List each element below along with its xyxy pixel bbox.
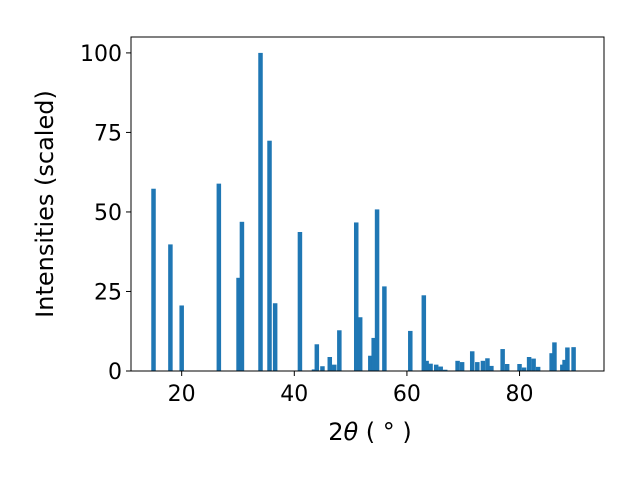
bar (459, 362, 465, 371)
bar (565, 347, 570, 371)
bar (531, 358, 536, 371)
y-ticks-group: 0 25 50 75 100 (80, 42, 131, 385)
bar (297, 231, 303, 371)
bar (168, 244, 173, 371)
bar (475, 362, 480, 371)
plot-frame (130, 36, 605, 372)
bar (455, 360, 460, 371)
bar (500, 349, 505, 371)
bar (320, 366, 325, 371)
bar (438, 366, 443, 371)
bar (408, 330, 413, 371)
bar (517, 364, 522, 371)
bar (552, 342, 557, 371)
bar (374, 209, 380, 371)
bar (239, 221, 245, 371)
bar (151, 188, 156, 371)
x-tick-label: 60 (393, 382, 421, 407)
y-tick-label: 25 (94, 280, 122, 305)
bar (382, 286, 387, 371)
bar (504, 364, 510, 371)
y-tick-label: 50 (94, 201, 122, 226)
bar (332, 364, 337, 371)
x-ticks-group: 20 40 60 80 (168, 371, 534, 407)
y-tick-label: 0 (108, 360, 122, 385)
bar (424, 360, 429, 371)
bar (428, 363, 433, 371)
bar (526, 357, 532, 371)
x-axis-label: 2θ ( ° ) (328, 418, 412, 446)
bar (353, 222, 359, 371)
bar (489, 365, 494, 371)
bar (337, 330, 342, 371)
bar (562, 359, 567, 371)
bar (549, 353, 554, 371)
bar (535, 366, 541, 371)
bar (236, 277, 241, 371)
bar (258, 52, 263, 372)
x-tick-label: 20 (168, 382, 196, 407)
bar (216, 183, 222, 371)
bar (368, 355, 373, 371)
bar (371, 337, 376, 371)
bar (485, 358, 490, 371)
bar (314, 344, 320, 371)
bar (421, 295, 427, 371)
bars-group (151, 52, 576, 372)
y-tick-label: 100 (80, 42, 122, 67)
bar (272, 303, 278, 371)
y-axis-label: Intensities (scaled) (31, 90, 59, 318)
bar (357, 317, 363, 371)
bar (433, 364, 439, 371)
bar (327, 357, 333, 371)
bar (571, 347, 576, 371)
bar (179, 305, 184, 371)
x-tick-label: 80 (506, 382, 534, 407)
y-tick-label: 75 (94, 121, 122, 146)
bar (267, 140, 272, 371)
bar (480, 360, 486, 371)
bar (521, 367, 527, 371)
bar (442, 369, 448, 371)
x-tick-label: 40 (280, 382, 308, 407)
bar (311, 369, 317, 371)
bar (469, 351, 475, 371)
